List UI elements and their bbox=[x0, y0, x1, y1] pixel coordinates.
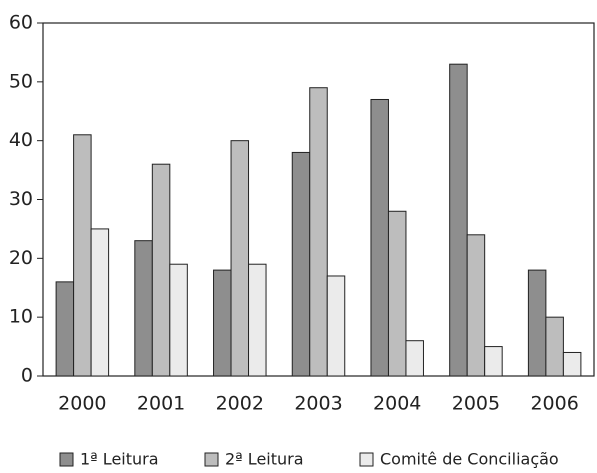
legend-label: Comitê de Conciliação bbox=[380, 450, 559, 469]
bar bbox=[151, 163, 171, 377]
legend-swatch bbox=[59, 452, 74, 467]
bar bbox=[90, 228, 110, 377]
bar bbox=[213, 269, 232, 377]
x-tick-label: 2006 bbox=[530, 393, 578, 415]
bar bbox=[169, 263, 188, 377]
y-tick-label: 60 bbox=[9, 12, 33, 34]
y-tick-label: 30 bbox=[9, 188, 33, 210]
bar bbox=[326, 275, 346, 377]
bar bbox=[55, 281, 75, 377]
bar bbox=[545, 316, 564, 377]
bar bbox=[230, 140, 250, 377]
bar bbox=[484, 346, 503, 377]
y-tick-label: 10 bbox=[9, 306, 33, 328]
legend-label: 2ª Leitura bbox=[225, 450, 304, 469]
bar bbox=[73, 134, 92, 377]
y-tick-label: 20 bbox=[9, 247, 33, 269]
y-tick-label: 0 bbox=[21, 365, 33, 387]
bar bbox=[527, 269, 547, 377]
bar bbox=[466, 234, 486, 377]
bar bbox=[387, 210, 407, 377]
bar bbox=[449, 63, 468, 377]
legend-label: 1ª Leitura bbox=[80, 450, 159, 469]
bar bbox=[562, 351, 582, 377]
x-tick-label: 2000 bbox=[58, 393, 106, 415]
x-tick-label: 2004 bbox=[373, 393, 421, 415]
bar bbox=[405, 340, 424, 377]
y-tick-label: 50 bbox=[9, 70, 33, 92]
x-tick-label: 2005 bbox=[452, 393, 500, 415]
bar bbox=[370, 98, 389, 377]
legend-swatch bbox=[359, 452, 374, 467]
y-tick-label: 40 bbox=[9, 129, 33, 151]
x-tick-label: 2001 bbox=[137, 393, 185, 415]
bar bbox=[291, 151, 311, 377]
bar bbox=[309, 87, 328, 377]
legend-swatch bbox=[204, 452, 219, 467]
bar bbox=[248, 263, 267, 377]
bar bbox=[134, 240, 153, 377]
x-tick-label: 2002 bbox=[216, 393, 264, 415]
x-tick-label: 2003 bbox=[294, 393, 342, 415]
